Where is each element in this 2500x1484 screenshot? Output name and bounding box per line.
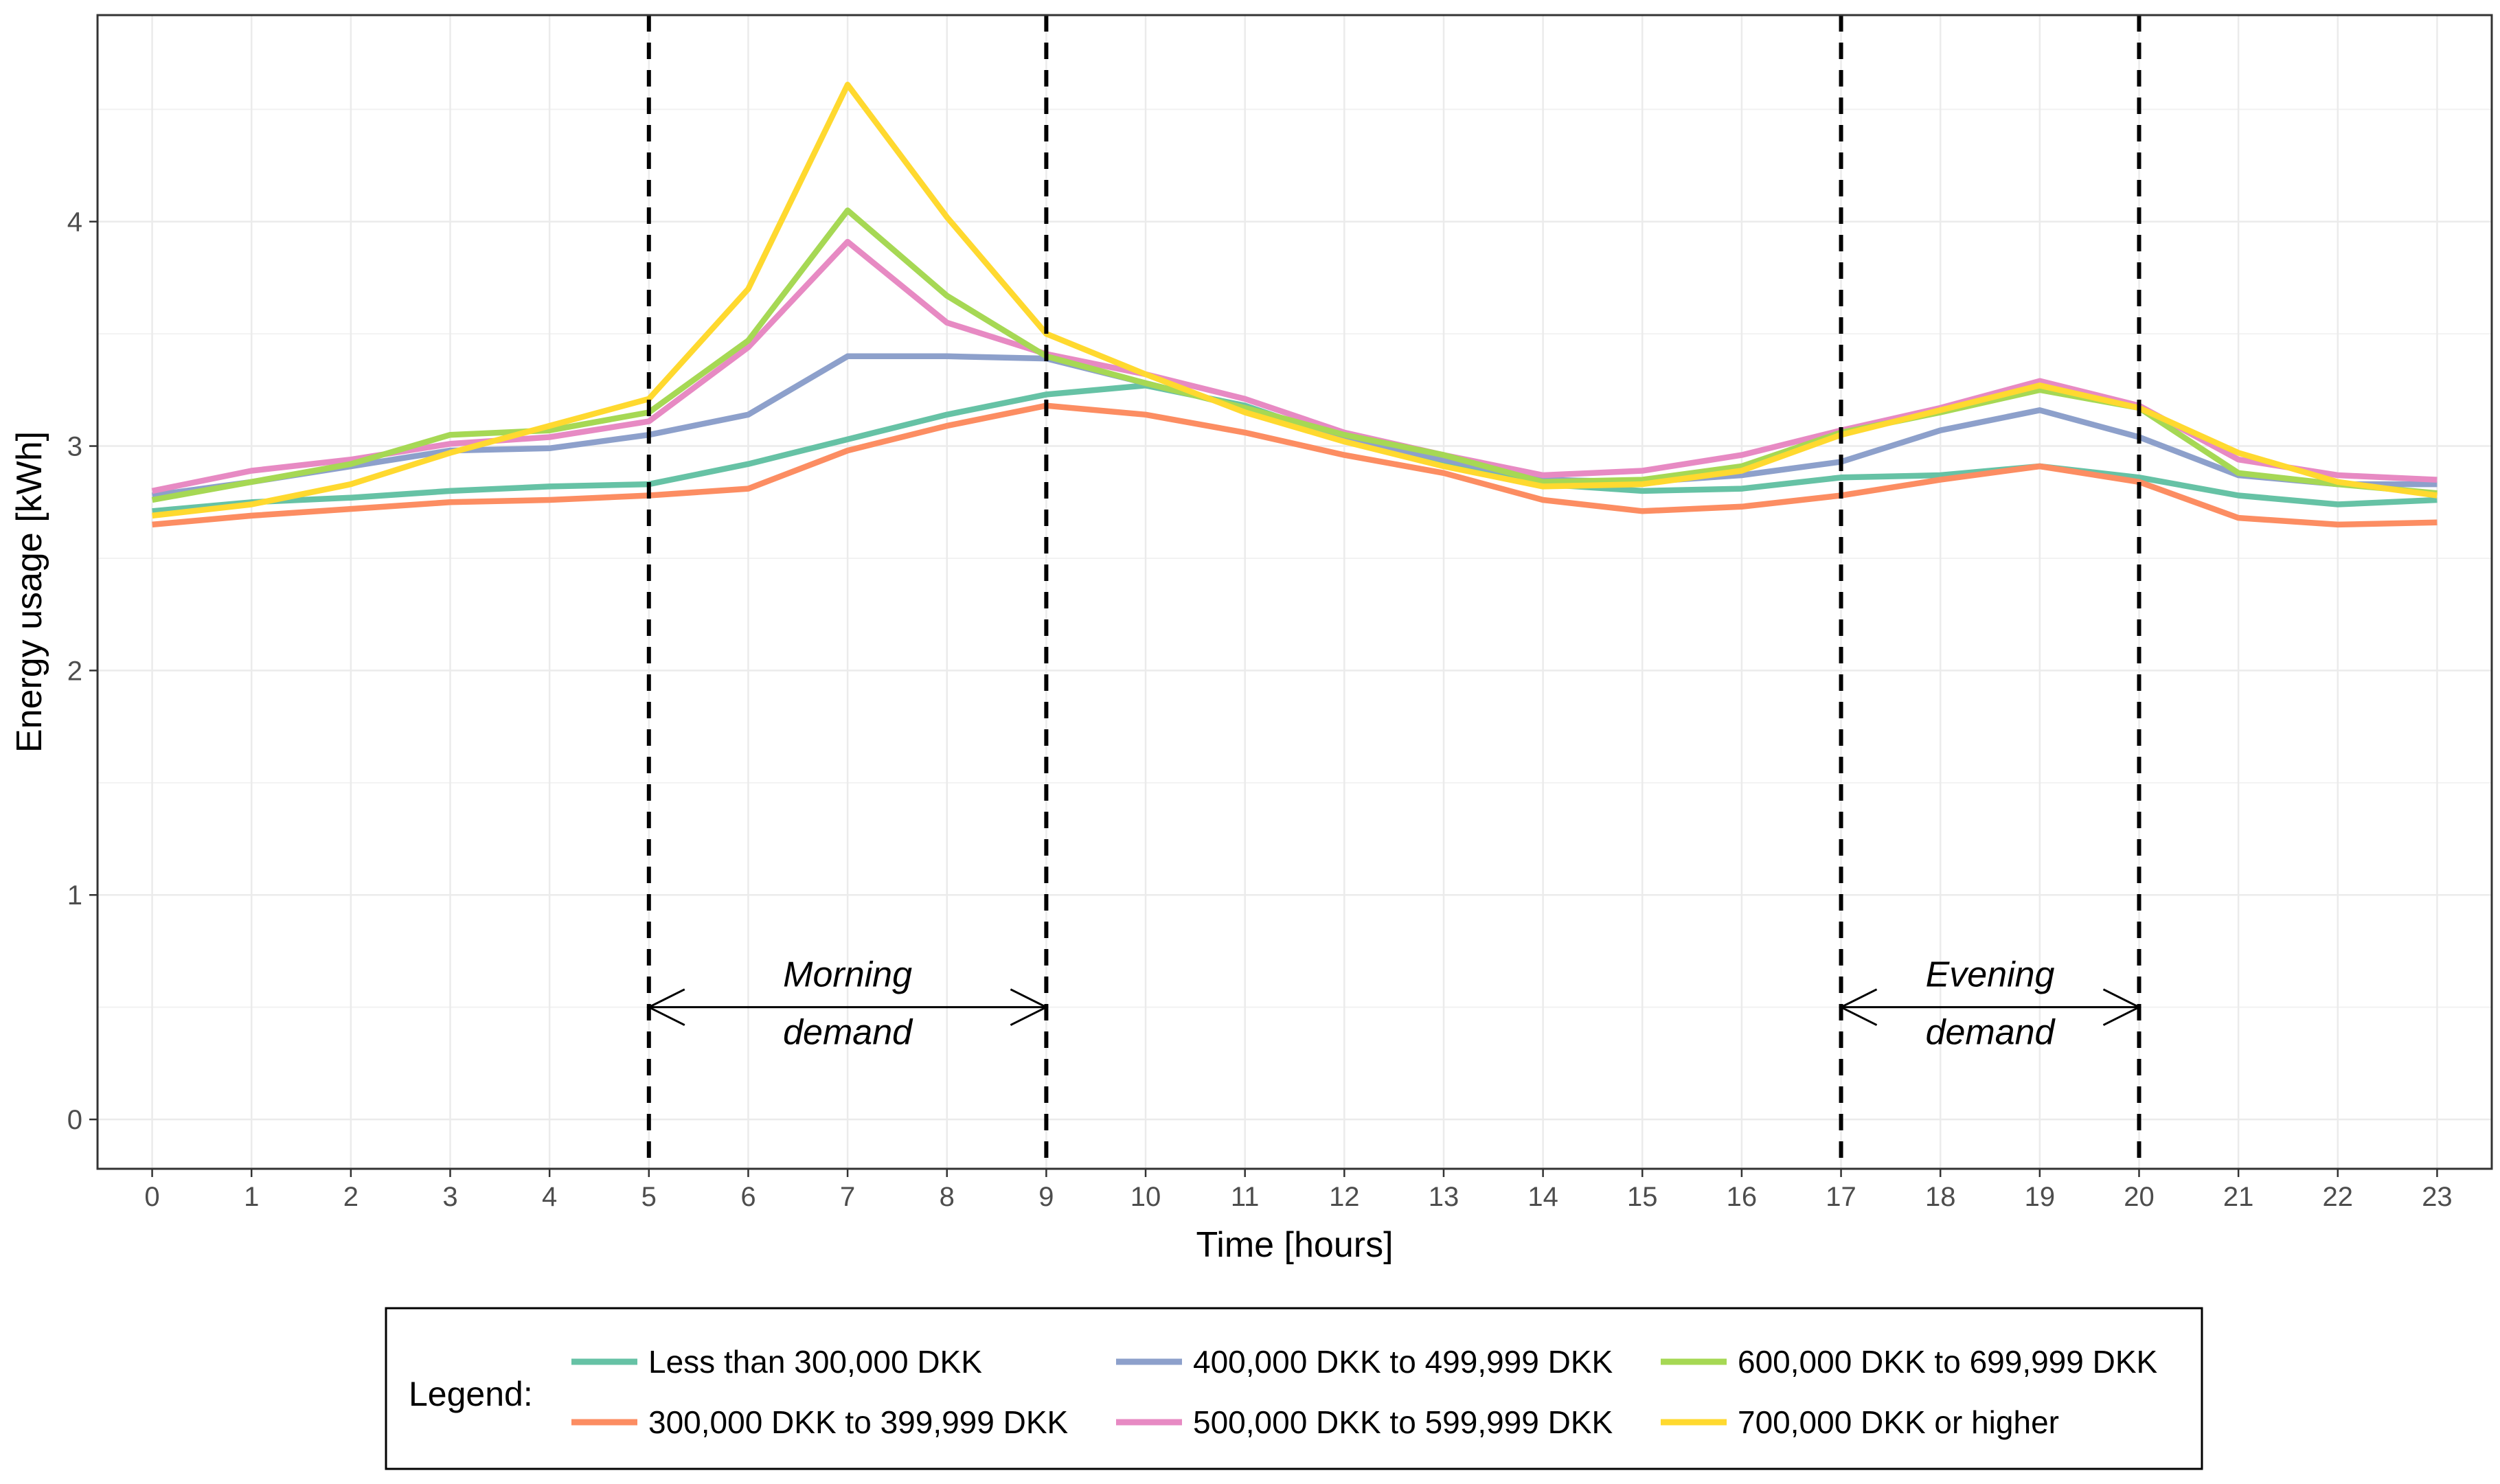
series-line (152, 82, 2438, 519)
series-line (152, 402, 2438, 528)
x-tick-label: 19 (2025, 1182, 2056, 1212)
y-axis-ticks: 0 1 2 3 4 (67, 207, 98, 1135)
demand-arrow-head-right (2102, 988, 2141, 1027)
x-tick-label: 8 (940, 1182, 955, 1212)
x-tick-label: 14 (1527, 1182, 1558, 1212)
x-tick-label: 13 (1429, 1182, 1459, 1212)
x-tick-label: 23 (2422, 1182, 2453, 1212)
demand-annotation-line1: Morning (783, 955, 912, 995)
demand-annotation-line1: Evening (1926, 955, 2055, 995)
demand-annotations: Morning demand Evening demand (646, 955, 2141, 1053)
y-tick-label: 4 (67, 207, 82, 238)
x-tick-label: 1 (244, 1182, 259, 1212)
x-tick-label: 16 (1727, 1182, 1758, 1212)
y-tick-label: 0 (67, 1105, 82, 1135)
x-tick-label: 22 (2323, 1182, 2354, 1212)
x-tick-label: 17 (1826, 1182, 1856, 1212)
legend-label: 300,000 DKK to 399,999 DKK (648, 1404, 1069, 1440)
x-tick-label: 6 (740, 1182, 755, 1212)
x-tick-label: 21 (2223, 1182, 2254, 1212)
x-tick-label: 11 (1231, 1182, 1260, 1212)
legend: Legend: Less than 300,000 DKK 300,000 DKK… (385, 1307, 2203, 1470)
legend-label: 400,000 DKK to 499,999 DKK (1193, 1344, 1613, 1380)
x-tick-label: 5 (641, 1182, 657, 1212)
demand-arrow-head-left (1839, 988, 1878, 1027)
x-tick-label: 0 (144, 1182, 159, 1212)
x-tick-label: 20 (2124, 1182, 2155, 1212)
legend-box (385, 1307, 2203, 1470)
x-tick-label: 10 (1130, 1182, 1161, 1212)
x-tick-label: 4 (542, 1182, 557, 1212)
x-tick-label: 15 (1627, 1182, 1658, 1212)
y-tick-label: 2 (67, 656, 82, 686)
plot-panel-border (96, 14, 2493, 1170)
x-axis-title: Time [hours] (1196, 1225, 1393, 1265)
legend-label: Less than 300,000 DKK (648, 1344, 982, 1380)
demand-annotation-line2: demand (1926, 1013, 2056, 1053)
legend-title: Legend: (409, 1375, 533, 1413)
x-tick-label: 2 (343, 1182, 359, 1212)
y-axis-title: Energy usage [kWh] (10, 431, 49, 753)
demand-arrow-head-right (1010, 988, 1049, 1027)
x-tick-label: 12 (1329, 1182, 1360, 1212)
y-tick-label: 3 (67, 432, 82, 462)
series-line (151, 238, 2438, 494)
legend-label: 700,000 DKK or higher (1738, 1404, 2059, 1440)
y-tick-label: 1 (67, 880, 82, 911)
x-tick-label: 3 (442, 1182, 457, 1212)
x-tick-label: 9 (1038, 1182, 1054, 1212)
x-axis-ticks: 0 1 2 3 4 5 6 7 8 9 10 11 12 13 14 15 16 17 18 19 20 21 22 23 (144, 1169, 2453, 1212)
legend-label: 600,000 DKK to 699,999 DKK (1738, 1344, 2158, 1380)
demand-annotation-line2: demand (783, 1013, 913, 1053)
demand-arrow-head-left (646, 988, 685, 1027)
x-tick-label: 18 (1925, 1182, 1956, 1212)
x-tick-label: 7 (840, 1182, 855, 1212)
demand-period-lines (646, 15, 2141, 1169)
legend-label: 500,000 DKK to 599,999 DKK (1193, 1404, 1613, 1440)
legend-items: Less than 300,000 DKK 300,000 DKK to 399,… (571, 1344, 2158, 1440)
series-lines (151, 82, 2438, 528)
